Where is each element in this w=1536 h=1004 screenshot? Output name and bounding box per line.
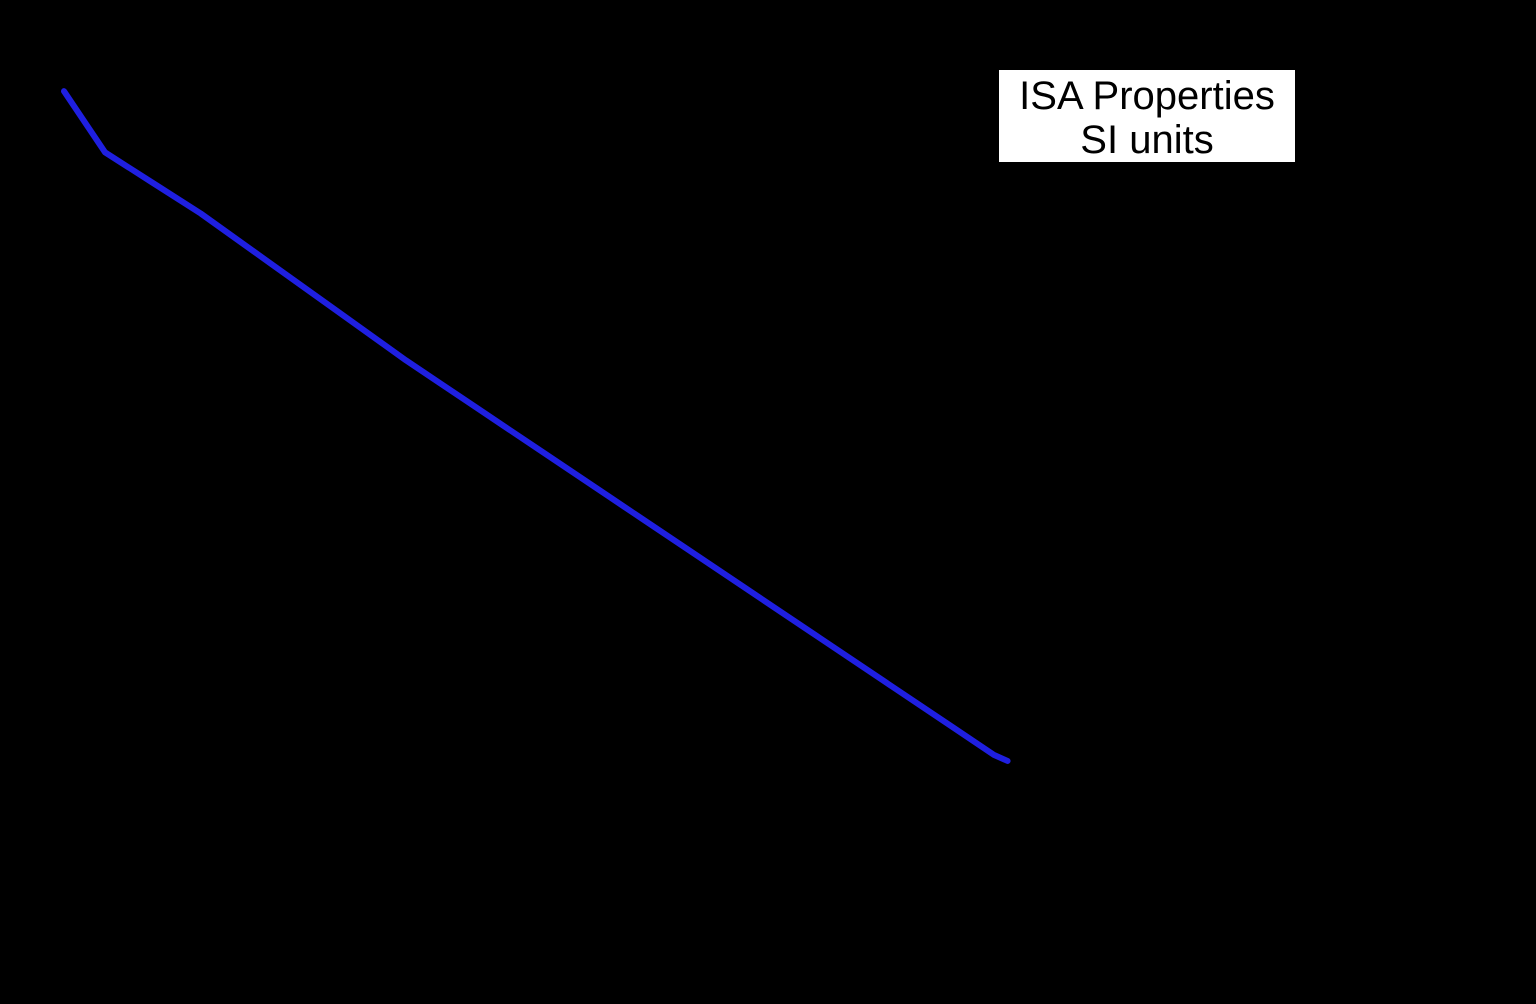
chart-container: ISA Properties SI units <box>0 0 1536 1004</box>
chart-background <box>0 0 1536 1004</box>
legend-line-2: SI units <box>1009 118 1285 162</box>
legend-box: ISA Properties SI units <box>999 70 1295 162</box>
legend-line-1: ISA Properties <box>1009 74 1285 118</box>
chart-svg <box>0 0 1536 1004</box>
